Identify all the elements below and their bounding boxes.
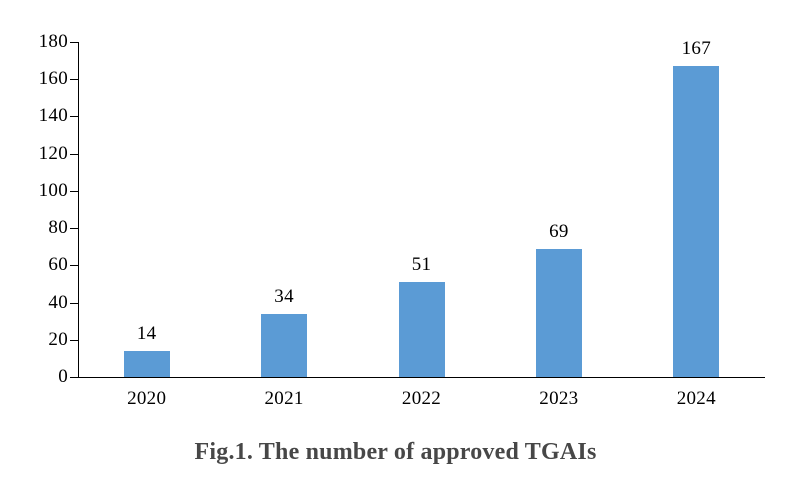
bar-value-label: 167: [681, 38, 711, 60]
bar-value-label: 69: [549, 220, 569, 242]
y-axis-tick: [70, 265, 78, 267]
x-axis-category-label: 2024: [676, 388, 716, 409]
x-axis-category-label: 2021: [264, 388, 304, 409]
y-axis-tick-label: 140: [38, 105, 68, 127]
bar: [261, 313, 308, 377]
bar-series: [78, 42, 765, 377]
y-axis-tick: [70, 42, 78, 43]
y-axis-tick: [70, 302, 78, 304]
y-axis-tick: [70, 79, 78, 81]
y-axis-tick: [70, 116, 78, 118]
y-axis-tick: [70, 339, 78, 341]
y-axis-tick: [70, 153, 78, 155]
figure-caption: Fig.1. The number of approved TGAIs: [194, 439, 597, 465]
y-axis-line: [78, 42, 79, 378]
y-axis-tick-label: 100: [38, 179, 68, 201]
y-axis-tick-label: 160: [38, 68, 68, 90]
bar: [673, 66, 720, 377]
bar-value-label: 34: [274, 285, 294, 307]
bar-value-label: 14: [136, 322, 157, 344]
y-axis-tick-label: 60: [48, 254, 68, 276]
y-axis-tick-label: 180: [38, 31, 68, 52]
bar: [123, 350, 170, 377]
bar-value-label: 51: [411, 254, 432, 276]
y-axis-tick-label: 0: [58, 366, 68, 387]
x-axis-category-label: 2023: [539, 388, 579, 409]
bar: [535, 248, 582, 377]
y-axis-tick-label: 80: [48, 217, 68, 239]
y-axis-tick: [70, 190, 78, 192]
x-axis-category-label: 2020: [127, 388, 167, 409]
y-axis-tick-label: 120: [38, 142, 68, 164]
x-axis-line: [78, 377, 765, 378]
y-axis-tick-label: 20: [48, 328, 68, 350]
bar: [398, 282, 445, 377]
y-axis-tick-label: 40: [48, 291, 68, 313]
x-axis-category-label: 2022: [401, 388, 442, 409]
y-axis-tick: [70, 228, 78, 230]
y-axis-tick: [70, 377, 78, 378]
